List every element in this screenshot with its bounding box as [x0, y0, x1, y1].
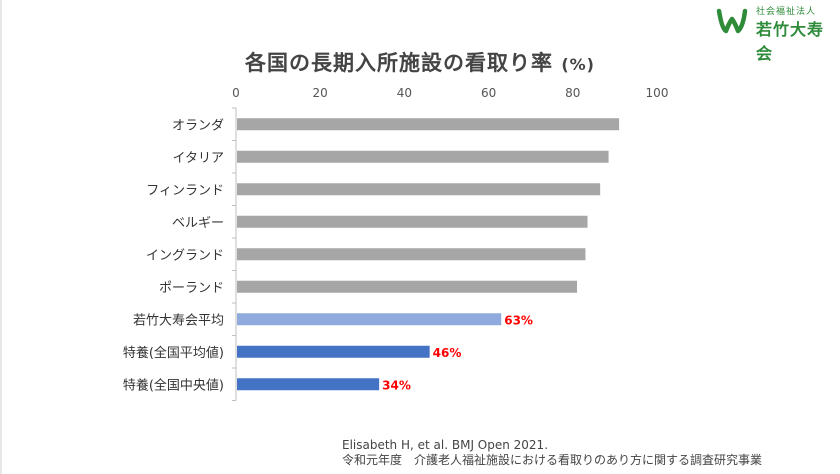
bar — [237, 345, 430, 358]
data-label: 34% — [382, 378, 411, 392]
brand-logo: 社会福祉法人 若竹大寿会 — [706, 0, 840, 63]
chart-title-unit: (%) — [561, 55, 595, 74]
category-label: イングランド — [146, 248, 224, 263]
bar — [237, 313, 502, 326]
x-tick-label: 80 — [565, 86, 580, 100]
category-label: ベルギー — [172, 216, 224, 231]
bar — [237, 118, 620, 131]
x-tick-label: 40 — [397, 86, 412, 100]
source-citation: Elisabeth H, et al. BMJ Open 2021. 令和元年度… — [342, 438, 762, 468]
source-line-2: 令和元年度 介護老人福祉施設における看取りのあり方に関する調査研究事業 — [342, 453, 763, 467]
bar — [237, 378, 380, 391]
logo-mark-icon — [716, 8, 748, 34]
bar — [237, 248, 586, 261]
x-tick-label: 20 — [313, 86, 328, 100]
category-label: オランダ — [172, 118, 224, 133]
logo-subtitle: 社会福祉法人 — [756, 7, 817, 17]
category-label: 特養(全国平均値) — [123, 345, 224, 361]
chart-title-text: 各国の長期入所施設の看取り率 — [245, 51, 554, 75]
bar — [237, 150, 609, 163]
category-label: フィンランド — [146, 183, 224, 198]
bar — [237, 183, 601, 196]
bar — [237, 280, 578, 293]
bar — [237, 215, 588, 228]
data-label: 46% — [433, 346, 462, 360]
x-tick-label: 100 — [646, 86, 669, 100]
category-label: 特養(全国中央値) — [123, 377, 224, 393]
logo-name: 若竹大寿会 — [756, 20, 825, 63]
x-tick-label: 0 — [232, 86, 240, 100]
source-line-1: Elisabeth H, et al. BMJ Open 2021. — [342, 438, 549, 452]
category-label: ポーランド — [159, 281, 224, 296]
left-edge-rule — [0, 0, 2, 474]
x-tick-label: 60 — [481, 86, 496, 100]
chart-title: 各国の長期入所施設の看取り率 (%) — [0, 47, 840, 77]
category-label: イタリア — [173, 151, 224, 166]
data-label: 63% — [504, 313, 533, 327]
category-label: 若竹大寿会平均 — [133, 312, 224, 328]
